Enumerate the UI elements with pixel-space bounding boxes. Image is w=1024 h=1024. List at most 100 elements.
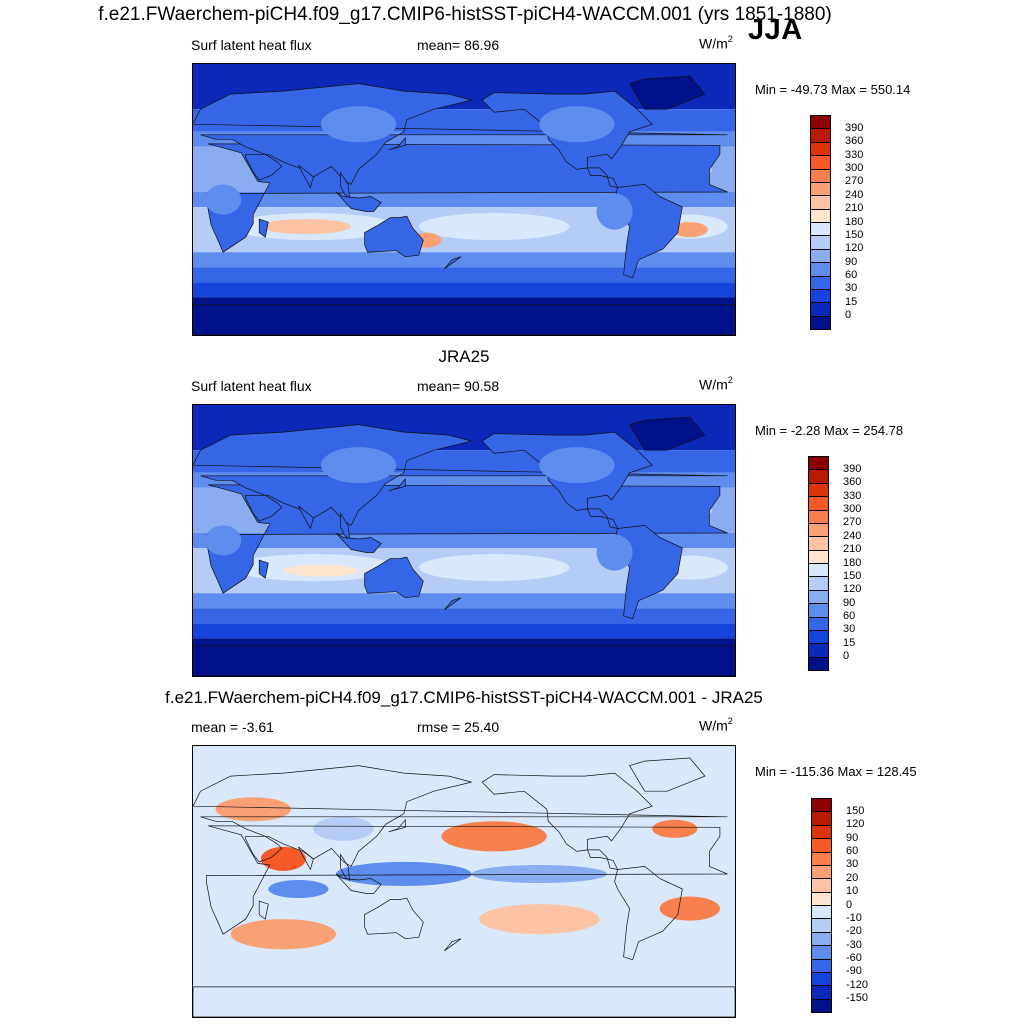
continent-outline [193, 304, 735, 335]
continent-outline [340, 512, 351, 540]
continent-outline [444, 938, 462, 952]
continent-outline [193, 645, 735, 676]
colorbar-tick-label: 30 [843, 623, 856, 636]
colorbar-tick-label: 120 [845, 242, 864, 255]
panel1-colorbar: 390 360 330 300 270 240 210 180 150 120 90 60 30 15 0 [810, 115, 880, 330]
colorbar-swatch [810, 222, 831, 237]
colorbar-tick-label: 300 [845, 162, 864, 174]
continent-outline [245, 835, 283, 863]
colorbar-tick-label: 0 [845, 309, 852, 322]
colorbar-tick-label: 120 [843, 583, 862, 596]
colorbar-swatch [808, 509, 829, 524]
colorbar-swatch [810, 208, 831, 223]
continent-outline [258, 559, 269, 579]
colorbar-swatch [810, 235, 831, 250]
colorbar-swatch [810, 155, 831, 170]
panel2-map [192, 404, 736, 677]
continent-outline [444, 256, 462, 270]
colorbar-tick-label: 0 [843, 650, 850, 663]
colorbar-tick-label: 180 [845, 215, 864, 228]
panel3-minmax: Min = -115.36 Max = 128.45 [755, 764, 917, 779]
colorbar-swatch [811, 931, 832, 947]
colorbar-swatch [808, 536, 829, 551]
colorbar-swatch [811, 985, 832, 1000]
panel2-heading: JRA25 [438, 347, 490, 366]
panel1-variable-label: Surf latent heat flux [191, 37, 312, 53]
colorbar-tick-label: -150 [846, 992, 869, 1005]
panel2-mean-label: mean= 90.58 [417, 378, 500, 394]
continent-outline [193, 986, 735, 1017]
colorbar-swatch [811, 811, 832, 826]
continent-outline [388, 477, 406, 492]
panel3-rmse-label: rmse = 25.40 [417, 719, 500, 735]
colorbar-swatch [811, 905, 832, 920]
colorbar-swatch [811, 971, 832, 987]
colorbar-swatch [808, 589, 829, 605]
colorbar-swatch [811, 878, 832, 893]
colorbar-tick-label: -60 [846, 952, 862, 964]
colorbar-swatch [808, 456, 829, 471]
colorbar-swatch [808, 616, 829, 631]
continent-outline [298, 846, 314, 871]
colorbar-swatch [811, 838, 832, 853]
colorbar-swatch [811, 998, 832, 1013]
colorbar-swatch [808, 576, 829, 591]
colorbar-swatch [808, 563, 829, 578]
panel1-minmax: Min = -49.73 Max = 550.14 [755, 82, 911, 97]
continent-outline [629, 757, 706, 792]
continent-outline [629, 416, 706, 451]
colorbar-swatch [810, 275, 831, 290]
season-label: JJA [748, 14, 803, 46]
continent-outline [335, 873, 382, 894]
colorbar-tick-label: -20 [846, 925, 862, 938]
panel2-units: W/m2 [699, 375, 733, 393]
panel3-map [192, 745, 736, 1018]
colorbar-swatch [808, 469, 829, 484]
colorbar-tick-label: 180 [843, 556, 862, 569]
panel2-colorbar: 390 360 330 300 270 240 210 180 150 120 90 60 30 15 0 [808, 456, 878, 671]
colorbar-swatch [808, 549, 829, 564]
continent-outline [206, 825, 728, 935]
colorbar-tick-label: 240 [845, 188, 864, 201]
colorbar-swatch [808, 629, 829, 645]
colorbar-tick-label: 15 [845, 295, 858, 308]
colorbar-tick-label: -90 [846, 965, 862, 978]
colorbar-swatch [811, 824, 832, 840]
continent-outline [335, 532, 382, 553]
colorbar-tick-label: 390 [845, 121, 864, 134]
colorbar-swatch [811, 945, 832, 960]
colorbar-swatch [808, 603, 829, 618]
continent-outline [298, 164, 314, 189]
colorbar-swatch [808, 656, 829, 671]
colorbar-swatch [808, 522, 829, 538]
colorbar-tick-label: 210 [845, 202, 864, 215]
colorbar-tick-label: 360 [845, 135, 864, 148]
panel1-mean-label: mean= 86.96 [417, 37, 500, 53]
colorbar-tick-label: 10 [846, 885, 859, 898]
continent-outline [245, 494, 283, 522]
colorbar-tick-label: 360 [843, 476, 862, 489]
continent-outline [614, 866, 683, 961]
colorbar-tick-label: 60 [843, 610, 856, 622]
colorbar-swatch [808, 482, 829, 498]
panel1-units: W/m2 [699, 34, 733, 52]
colorbar-tick-label: 30 [846, 858, 859, 871]
colorbar-tick-label: 330 [843, 489, 862, 502]
colorbar-tick-label: 210 [843, 543, 862, 556]
continent-outline [245, 153, 283, 181]
colorbar-tick-label: 150 [843, 569, 862, 582]
colorbar-swatch [810, 195, 831, 210]
colorbar-swatch [810, 128, 831, 143]
colorbar-tick-label: 30 [845, 282, 858, 295]
continent-outline [193, 83, 728, 185]
continent-outline [364, 897, 424, 940]
continent-outline [481, 772, 653, 852]
continent-outline [364, 215, 424, 258]
colorbar-swatch [810, 302, 831, 317]
panel1-map [192, 63, 736, 336]
continent-outline [388, 136, 406, 151]
colorbar-tick-label: 240 [843, 529, 862, 542]
colorbar-swatch [810, 168, 831, 183]
colorbar-swatch [811, 958, 832, 973]
colorbar-swatch [810, 115, 831, 130]
